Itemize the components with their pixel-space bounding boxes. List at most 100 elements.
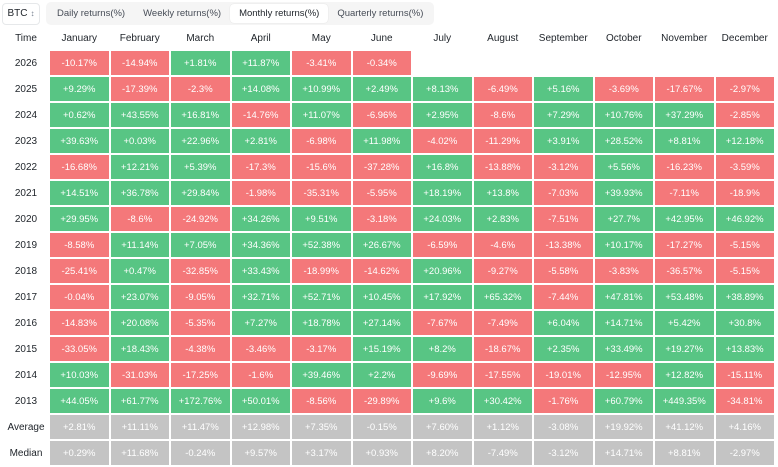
summary-cell: -7.49% — [473, 441, 532, 465]
return-cell: -6.96% — [352, 103, 411, 127]
return-cell: -15.11% — [715, 363, 774, 387]
return-cell: +13.8% — [473, 181, 532, 205]
tab-monthly-returns[interactable]: Monthly returns(%) — [230, 4, 329, 23]
summary-cell: +7.60% — [413, 415, 472, 439]
return-cell: +13.83% — [715, 337, 774, 361]
return-cell: -8.56% — [292, 389, 351, 413]
return-cell: -19.01% — [534, 363, 593, 387]
year-label: 2025 — [14, 83, 38, 95]
return-cell: +7.05% — [171, 233, 230, 257]
return-cell: -0.04% — [50, 285, 109, 309]
summary-cell: +8.20% — [413, 441, 472, 465]
return-cell: -7.11% — [655, 181, 714, 205]
return-cell: +2.2% — [352, 363, 411, 387]
return-cell: +10.17% — [594, 233, 653, 257]
return-cell: +60.79% — [594, 389, 653, 413]
return-cell: -17.25% — [171, 363, 230, 387]
return-cell: +24.03% — [413, 207, 472, 231]
return-cell: +2.35% — [534, 337, 593, 361]
return-cell: -2.97% — [715, 77, 774, 101]
return-cell: +9.51% — [292, 207, 351, 231]
return-cell: +7.29% — [534, 103, 593, 127]
table-row: 2022 -16.68% +12.21% +5.39% -17.3% -15.6% -37.… — [4, 155, 774, 179]
summary-cell: +12.98% — [231, 415, 290, 439]
summary-cell: +19.92% — [594, 415, 653, 439]
tab-quarterly-returns[interactable]: Quarterly returns(%) — [328, 4, 432, 23]
tab-label: Daily returns(%) — [57, 8, 126, 19]
table-row: 2013 +44.05% +61.77% +172.76% +50.01% -8.56% -… — [4, 389, 774, 413]
return-cell: -17.3% — [231, 155, 290, 179]
returns-period-tabs: Daily returns(%) Weekly returns(%) Month… — [46, 2, 435, 25]
year-label: 2017 — [14, 291, 38, 303]
return-cell: -4.38% — [171, 337, 230, 361]
table-row: 2015 -33.05% +18.43% -4.38% -3.46% -3.17% +15.… — [4, 337, 774, 361]
table-row: 2024 +0.62% +43.55% +16.81% -14.76% +11.07% -6… — [4, 103, 774, 127]
table-row: 2014 +10.03% -31.03% -17.25% -1.6% +39.46% +2.… — [4, 363, 774, 387]
monthly-returns-table: Time January February March April May Ju… — [2, 25, 776, 467]
year-label: 2024 — [14, 109, 38, 121]
table-row: 2016 -14.83% +20.08% -5.35% +7.27% +18.78% +27… — [4, 311, 774, 335]
month-header: August — [487, 32, 519, 44]
tab-weekly-returns[interactable]: Weekly returns(%) — [134, 4, 230, 23]
return-cell: +20.08% — [110, 311, 169, 335]
return-cell: -9.05% — [171, 285, 230, 309]
summary-cell: +11.68% — [110, 441, 169, 465]
return-cell: -37.28% — [352, 155, 411, 179]
return-cell: +449.35% — [655, 389, 714, 413]
return-cell: +39.46% — [292, 363, 351, 387]
return-cell: -31.03% — [110, 363, 169, 387]
summary-cell: -0.24% — [171, 441, 230, 465]
return-cell: -25.41% — [50, 259, 109, 283]
year-label: 2013 — [14, 395, 38, 407]
tab-daily-returns[interactable]: Daily returns(%) — [48, 4, 134, 23]
return-cell: -9.69% — [413, 363, 472, 387]
return-cell: +27.14% — [352, 311, 411, 335]
return-cell: +2.81% — [231, 129, 290, 153]
return-cell: -0.34% — [352, 51, 411, 75]
return-cell: -17.39% — [110, 77, 169, 101]
return-cell: +16.81% — [171, 103, 230, 127]
return-cell: -34.81% — [715, 389, 774, 413]
return-cell: +32.71% — [231, 285, 290, 309]
return-cell: +2.95% — [413, 103, 472, 127]
return-cell: +12.21% — [110, 155, 169, 179]
summary-label: Average — [7, 421, 45, 433]
summary-cell: +14.71% — [594, 441, 653, 465]
return-cell: -5.95% — [352, 181, 411, 205]
table-body: 2026 -10.17% -14.94% +1.81% +11.87% -3.41% -0.… — [4, 51, 774, 465]
return-cell: +29.95% — [50, 207, 109, 231]
return-cell: +18.78% — [292, 311, 351, 335]
return-cell: +52.71% — [292, 285, 351, 309]
table-row: 2025 +9.29% -17.39% -2.3% +14.08% +10.99% +2.4… — [4, 77, 774, 101]
return-cell: +17.92% — [413, 285, 472, 309]
return-cell: +5.56% — [594, 155, 653, 179]
return-cell: +12.82% — [655, 363, 714, 387]
return-cell: -24.92% — [171, 207, 230, 231]
return-cell: -8.6% — [110, 207, 169, 231]
summary-cell: +8.81% — [655, 441, 714, 465]
return-cell: -5.15% — [715, 259, 774, 283]
return-cell: -8.58% — [50, 233, 109, 257]
return-cell: +5.39% — [171, 155, 230, 179]
return-cell: -14.76% — [231, 103, 290, 127]
return-cell: +46.92% — [715, 207, 774, 231]
return-cell: +65.32% — [473, 285, 532, 309]
return-cell: -35.31% — [292, 181, 351, 205]
return-cell: -9.27% — [473, 259, 532, 283]
summary-cell: +11.47% — [171, 415, 230, 439]
asset-select[interactable]: BTC ↕ — [2, 2, 40, 25]
return-cell: -6.59% — [413, 233, 472, 257]
return-cell: +53.48% — [655, 285, 714, 309]
return-cell: +10.45% — [352, 285, 411, 309]
return-cell: +30.8% — [715, 311, 774, 335]
table-row: 2026 -10.17% -14.94% +1.81% +11.87% -3.41% -0.… — [4, 51, 774, 75]
summary-row: Median +0.29% +11.68% -0.24% +9.57% +3.17% +0.… — [4, 441, 774, 465]
return-cell: +37.29% — [655, 103, 714, 127]
return-cell: -3.12% — [534, 155, 593, 179]
return-cell: +5.42% — [655, 311, 714, 335]
return-cell — [534, 51, 593, 75]
return-cell: +61.77% — [110, 389, 169, 413]
return-cell: -12.95% — [594, 363, 653, 387]
toolbar: BTC ↕ Daily returns(%) Weekly returns(%)… — [2, 2, 435, 25]
return-cell: +20.96% — [413, 259, 472, 283]
